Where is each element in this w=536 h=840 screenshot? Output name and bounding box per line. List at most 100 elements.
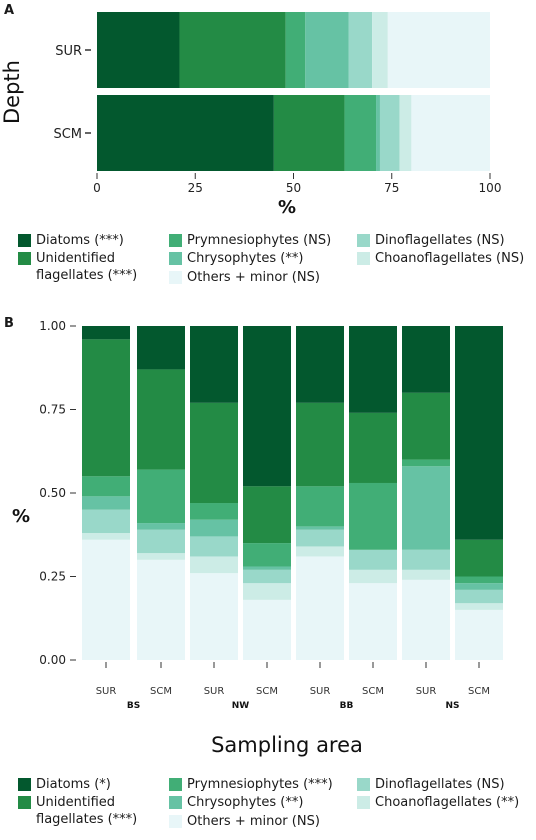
bar-a-scm-chrysophytes — [376, 95, 380, 171]
bar-b-0-chrysophytes — [82, 496, 130, 510]
bar-a-sur-others_minor — [387, 12, 490, 88]
legend-a-swatch-dinoflagellates — [357, 234, 370, 247]
bar-b-6-choanoflagellates — [402, 569, 450, 580]
legend-a-label-unidentified_flagellates: Unidentified flagellates (***) — [36, 251, 138, 283]
xtick-label-a: 75 — [384, 181, 399, 195]
bar-b-3-prymnesiophytes — [243, 543, 291, 567]
chart-a: SUR SCM Depth 0 25 50 75 100% — [0, 12, 501, 218]
bar-b-3-diatoms — [243, 326, 291, 487]
bar-b-0-others_minor — [82, 539, 130, 660]
y-axis-title-a: Depth — [0, 60, 24, 124]
bar-b-2-prymnesiophytes — [190, 503, 238, 520]
legend-b-label-chrysophytes: Chrysophytes (**) — [187, 795, 304, 810]
legend-a-item-prymnesiophytes: Prymnesiophytes (NS) — [169, 232, 331, 249]
legend-a-swatch-choanoflagellates — [357, 252, 370, 265]
xtick-label-b: SCM — [362, 686, 384, 697]
chart-b: SUR SCM SUR SCM SUR SCM SUR SCM BS NW BB NS 0.00 0.25… — [12, 319, 503, 757]
bar-a-sur-chrysophytes — [305, 12, 349, 88]
bar-b-4-diatoms — [296, 326, 344, 403]
bar-b-7-choanoflagellates — [455, 603, 503, 610]
ytick-label-b: 0.50 — [39, 486, 66, 500]
bar-b-7-others_minor — [455, 609, 503, 660]
bar-a-sur-diatoms — [97, 12, 180, 88]
legend-b: Diatoms (*) Unidentified flagellates (***… — [0, 772, 536, 840]
bar-b-2-choanoflagellates — [190, 556, 238, 574]
legend-b-swatch-unidentified_flagellates — [18, 796, 31, 809]
bar-b-3-choanoflagellates — [243, 583, 291, 600]
bar-b-1-diatoms — [137, 326, 185, 370]
bar-b-1-dinoflagellates — [137, 529, 185, 554]
legend-b-swatch-prymnesiophytes — [169, 778, 182, 791]
group-label-b: NW — [232, 701, 250, 711]
legend-a-item-others_minor: Others + minor (NS) — [169, 269, 320, 286]
bar-a-sur-choanoflagellates — [372, 12, 388, 88]
bar-b-4-dinoflagellates — [296, 529, 344, 547]
legend-b-swatch-chrysophytes — [169, 796, 182, 809]
bar-b-0-diatoms — [82, 326, 130, 340]
bar-b-0-choanoflagellates — [82, 533, 130, 540]
xtick-label-b: SUR — [204, 686, 225, 697]
legend-a-swatch-diatoms — [18, 234, 31, 247]
bar-b-5-prymnesiophytes — [349, 482, 397, 550]
bar-a-scm-diatoms — [97, 95, 274, 171]
bar-b-0-unidentified_flagellates — [82, 339, 130, 477]
xtick-label-b: SCM — [468, 686, 490, 697]
bar-b-2-chrysophytes — [190, 519, 238, 537]
ytick-label-b: 1.00 — [39, 319, 66, 333]
legend-b-label-diatoms: Diatoms (*) — [36, 777, 111, 792]
legend-a-item-unidentified_flagellates: Unidentified flagellates (***) — [18, 250, 137, 284]
legend-a-item-chrysophytes: Chrysophytes (**) — [169, 250, 303, 267]
bar-b-4-chrysophytes — [296, 526, 344, 530]
legend-b-label-others_minor: Others + minor (NS) — [187, 814, 320, 829]
ytick-label-a: SUR — [55, 44, 82, 59]
bar-b-5-unidentified_flagellates — [349, 412, 397, 483]
bar-b-3-chrysophytes — [243, 566, 291, 570]
bar-b-4-others_minor — [296, 556, 344, 660]
legend-b-item-dinoflagellates: Dinoflagellates (NS) — [357, 776, 505, 793]
bar-b-7-chrysophytes — [455, 583, 503, 590]
xtick-label-b: SCM — [150, 686, 172, 697]
group-label-b: BB — [340, 701, 354, 711]
bar-b-1-others_minor — [137, 559, 185, 660]
legend-a-swatch-unidentified_flagellates — [18, 252, 31, 265]
bar-b-5-dinoflagellates — [349, 549, 397, 570]
bar-b-6-dinoflagellates — [402, 549, 450, 570]
legend-a-label-choanoflagellates: Choanoflagellates (NS) — [375, 251, 525, 266]
bar-b-2-diatoms — [190, 326, 238, 403]
y-axis-title-b: % — [12, 506, 30, 527]
bar-a-sur-dinoflagellates — [348, 12, 373, 88]
bar-a-scm-unidentified_flagellates — [273, 95, 345, 171]
bar-b-7-diatoms — [455, 326, 503, 540]
legend-a-label-chrysophytes: Chrysophytes (**) — [187, 251, 304, 266]
bar-b-3-unidentified_flagellates — [243, 486, 291, 544]
legend-a-swatch-others_minor — [169, 271, 182, 284]
legend-a-label-others_minor: Others + minor (NS) — [187, 270, 320, 285]
bar-a-scm-dinoflagellates — [379, 95, 400, 171]
legend-b-item-choanoflagellates: Choanoflagellates (**) — [357, 794, 519, 811]
bar-b-0-prymnesiophytes — [82, 476, 130, 497]
legend-a: Diatoms (***) Unidentified flagellates (*… — [0, 228, 536, 298]
bar-b-7-unidentified_flagellates — [455, 539, 503, 577]
bar-b-6-unidentified_flagellates — [402, 392, 450, 460]
bar-b-3-dinoflagellates — [243, 569, 291, 584]
legend-b-item-unidentified_flagellates: Unidentified flagellates (***) — [18, 794, 137, 828]
bar-b-7-prymnesiophytes — [455, 576, 503, 584]
ytick-label-b: 0.75 — [39, 403, 66, 417]
ytick-label-b: 0.00 — [39, 653, 66, 667]
legend-b-item-diatoms: Diatoms (*) — [18, 776, 111, 793]
xtick-label-a: 0 — [93, 181, 101, 195]
panel-label-b: B — [4, 316, 14, 331]
x-axis-title-a: % — [278, 197, 296, 218]
bar-b-1-chrysophytes — [137, 523, 185, 530]
legend-a-swatch-prymnesiophytes — [169, 234, 182, 247]
xtick-label-b: SUR — [416, 686, 437, 697]
legend-b-label-dinoflagellates: Dinoflagellates (NS) — [375, 777, 505, 792]
xtick-label-a: 50 — [286, 181, 301, 195]
xtick-label-b: SUR — [310, 686, 331, 697]
legend-b-swatch-choanoflagellates — [357, 796, 370, 809]
bar-b-5-choanoflagellates — [349, 569, 397, 584]
bar-b-5-diatoms — [349, 326, 397, 413]
legend-b-swatch-others_minor — [169, 815, 182, 828]
legend-a-label-prymnesiophytes: Prymnesiophytes (NS) — [187, 233, 332, 248]
xtick-label-a: 25 — [188, 181, 203, 195]
